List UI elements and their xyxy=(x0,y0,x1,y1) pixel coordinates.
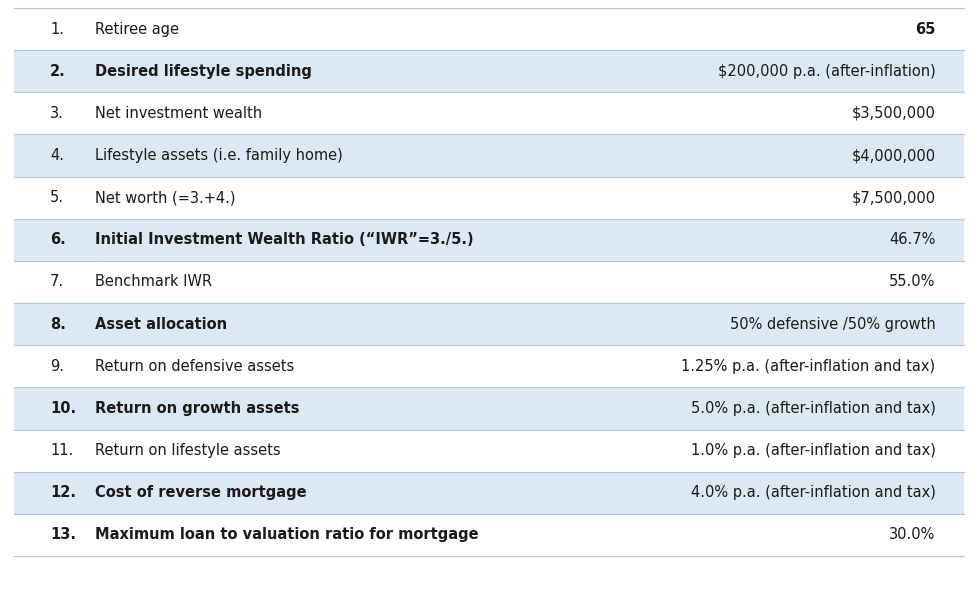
Text: 46.7%: 46.7% xyxy=(888,232,935,247)
Text: 30.0%: 30.0% xyxy=(888,527,935,542)
Text: 12.: 12. xyxy=(50,485,76,500)
Text: 3.: 3. xyxy=(50,106,64,121)
Text: $200,000 p.a. (after-inflation): $200,000 p.a. (after-inflation) xyxy=(717,64,935,79)
Text: Net investment wealth: Net investment wealth xyxy=(95,106,262,121)
Text: $4,000,000: $4,000,000 xyxy=(851,148,935,163)
Text: 5.0% p.a. (after-inflation and tax): 5.0% p.a. (after-inflation and tax) xyxy=(690,401,935,416)
Bar xyxy=(14,430,963,472)
Text: Lifestyle assets (i.e. family home): Lifestyle assets (i.e. family home) xyxy=(95,148,342,163)
Bar xyxy=(14,219,963,261)
Text: 1.25% p.a. (after-inflation and tax): 1.25% p.a. (after-inflation and tax) xyxy=(681,359,935,374)
Text: Return on lifestyle assets: Return on lifestyle assets xyxy=(95,443,280,458)
Bar xyxy=(14,8,963,50)
Text: 1.: 1. xyxy=(50,22,64,37)
Text: Desired lifestyle spending: Desired lifestyle spending xyxy=(95,64,312,79)
Text: Asset allocation: Asset allocation xyxy=(95,317,227,332)
Bar xyxy=(14,92,963,134)
Bar xyxy=(14,472,963,514)
Bar xyxy=(14,387,963,430)
Text: 55.0%: 55.0% xyxy=(888,275,935,290)
Bar xyxy=(14,176,963,219)
Text: Net worth (=3.+4.): Net worth (=3.+4.) xyxy=(95,190,235,205)
Bar xyxy=(14,261,963,303)
Bar xyxy=(14,514,963,556)
Bar xyxy=(14,134,963,176)
Text: Benchmark IWR: Benchmark IWR xyxy=(95,275,212,290)
Text: 13.: 13. xyxy=(50,527,76,542)
Text: $7,500,000: $7,500,000 xyxy=(851,190,935,205)
Text: 65: 65 xyxy=(914,22,935,37)
Text: 7.: 7. xyxy=(50,275,64,290)
Text: Return on growth assets: Return on growth assets xyxy=(95,401,299,416)
Bar xyxy=(14,345,963,387)
Bar xyxy=(14,303,963,345)
Text: Return on defensive assets: Return on defensive assets xyxy=(95,359,294,374)
Text: Retiree age: Retiree age xyxy=(95,22,179,37)
Text: 11.: 11. xyxy=(50,443,73,458)
Text: 50% defensive /50% growth: 50% defensive /50% growth xyxy=(729,317,935,332)
Text: 5.: 5. xyxy=(50,190,64,205)
Text: 4.0% p.a. (after-inflation and tax): 4.0% p.a. (after-inflation and tax) xyxy=(690,485,935,500)
Text: 6.: 6. xyxy=(50,232,65,247)
Text: 1.0% p.a. (after-inflation and tax): 1.0% p.a. (after-inflation and tax) xyxy=(690,443,935,458)
Text: 9.: 9. xyxy=(50,359,64,374)
Text: 8.: 8. xyxy=(50,317,65,332)
Text: 10.: 10. xyxy=(50,401,76,416)
Text: 4.: 4. xyxy=(50,148,64,163)
Text: 2.: 2. xyxy=(50,64,65,79)
Text: Initial Investment Wealth Ratio (“IWR”=3./5.): Initial Investment Wealth Ratio (“IWR”=3… xyxy=(95,232,473,247)
Text: Maximum loan to valuation ratio for mortgage: Maximum loan to valuation ratio for mort… xyxy=(95,527,478,542)
Text: $3,500,000: $3,500,000 xyxy=(851,106,935,121)
Bar xyxy=(14,50,963,92)
Text: Cost of reverse mortgage: Cost of reverse mortgage xyxy=(95,485,306,500)
